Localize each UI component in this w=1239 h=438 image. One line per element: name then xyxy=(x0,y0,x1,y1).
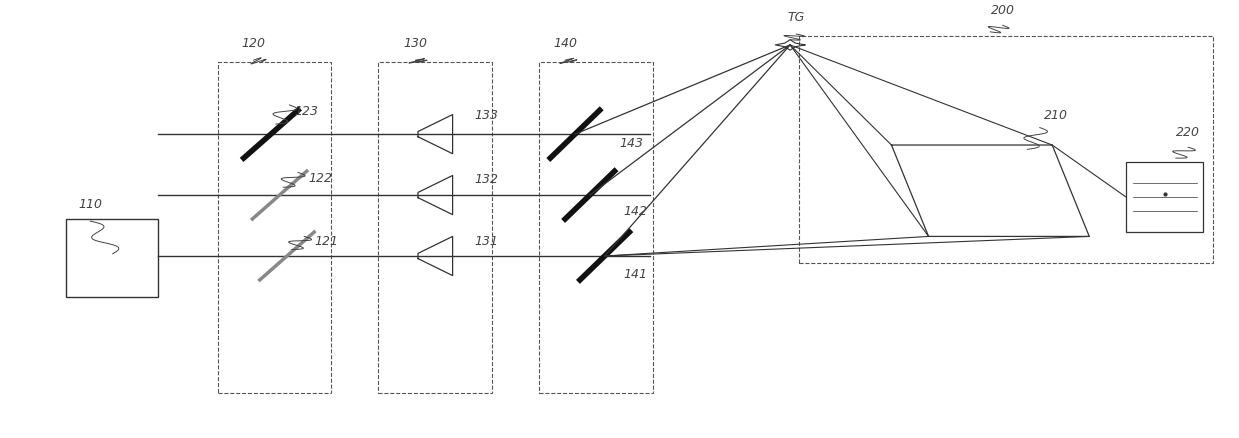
Text: 210: 210 xyxy=(1043,109,1068,122)
Bar xyxy=(1126,162,1203,232)
Bar xyxy=(539,62,653,393)
Text: 200: 200 xyxy=(991,4,1015,18)
Text: 132: 132 xyxy=(475,173,499,186)
Text: 142: 142 xyxy=(623,205,647,218)
Text: 141: 141 xyxy=(623,268,647,281)
Text: 143: 143 xyxy=(620,137,643,150)
Bar xyxy=(66,219,159,297)
Text: 110: 110 xyxy=(78,198,103,211)
Bar xyxy=(799,36,1213,262)
Text: 220: 220 xyxy=(1176,126,1201,139)
Text: 133: 133 xyxy=(475,109,499,122)
Bar xyxy=(378,62,492,393)
Text: 121: 121 xyxy=(315,235,338,248)
Text: 120: 120 xyxy=(242,37,265,50)
Text: TG: TG xyxy=(788,11,805,24)
Text: 122: 122 xyxy=(309,172,332,185)
Text: 123: 123 xyxy=(295,105,318,117)
Bar xyxy=(218,62,332,393)
Text: 140: 140 xyxy=(553,37,577,50)
Text: 130: 130 xyxy=(404,37,427,50)
Text: 131: 131 xyxy=(475,235,499,248)
